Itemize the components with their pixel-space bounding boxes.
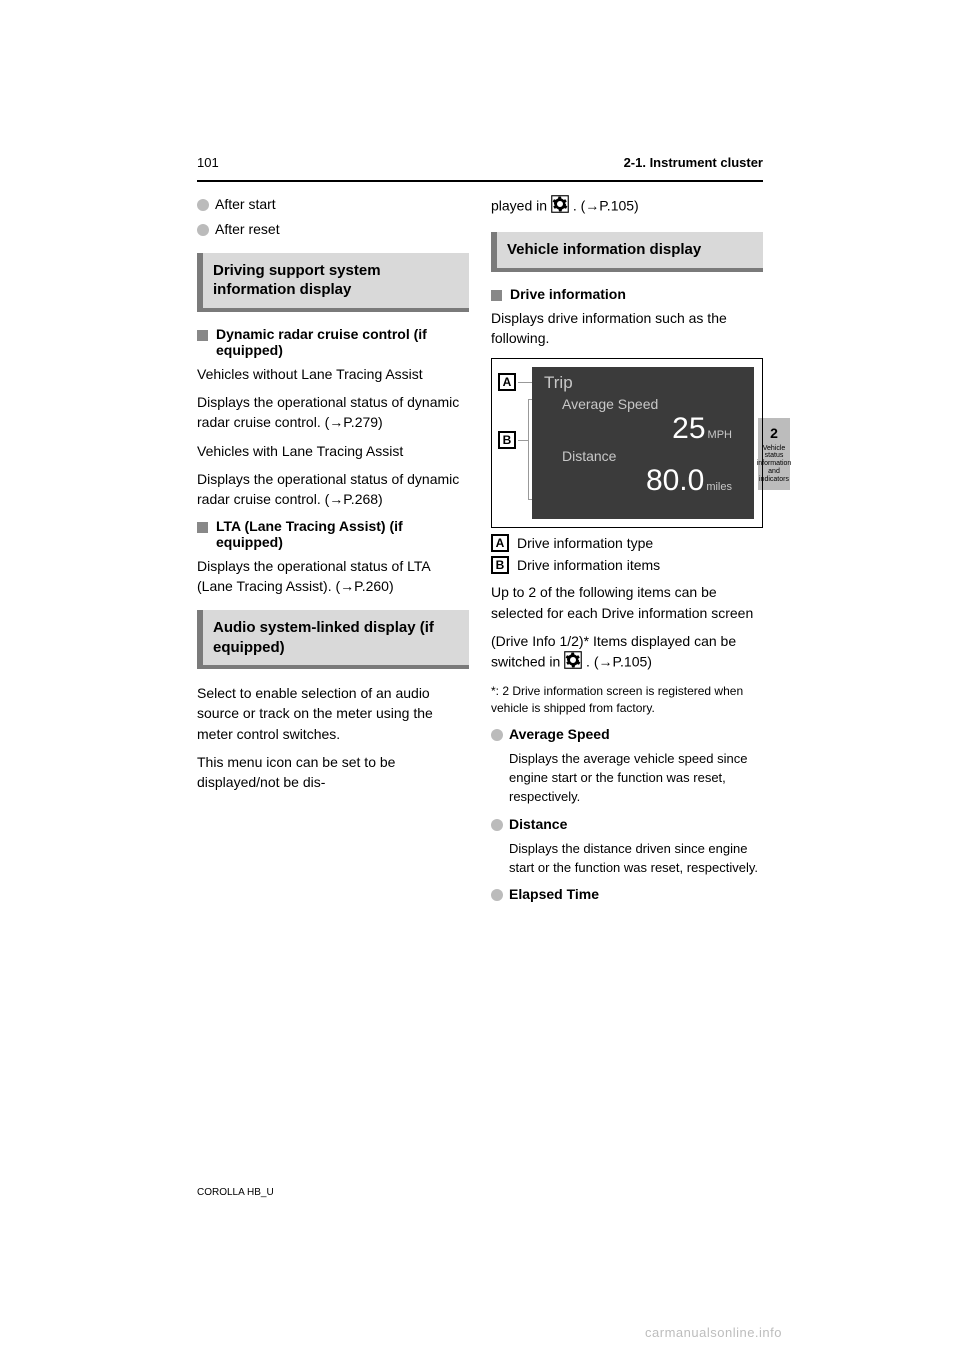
paragraph: Displays the operational status of LTA (… [197, 556, 469, 597]
legend-row: A Drive information type [491, 534, 763, 552]
leader-line [518, 440, 528, 441]
paragraph: Vehicles with Lane Tracing Assist [197, 441, 469, 461]
paragraph: Displays drive information such as the f… [491, 308, 763, 349]
footer-code: COROLLA HB_U [197, 1187, 274, 1198]
bullet-text: After reset [215, 220, 280, 239]
legend-text: Drive information type [517, 535, 653, 551]
section-heading: Audio system-linked display (if equipped… [197, 610, 469, 669]
square-bullet-icon [197, 330, 208, 341]
paragraph: (Drive Info 1/2)* Items displayed can be… [491, 631, 763, 675]
avg-speed-value: 25 [672, 412, 705, 445]
callout-label-b: B [491, 556, 509, 574]
header-rule [197, 180, 763, 182]
bullet-icon [491, 819, 503, 831]
paragraph: Displays the operational status of dynam… [197, 392, 469, 433]
leader-line [528, 399, 529, 499]
subsection: Drive information [491, 286, 763, 302]
paragraph: Up to 2 of the following items can be se… [491, 582, 763, 623]
legend-text: Drive information items [517, 557, 660, 573]
avg-speed-label: Average Speed [562, 396, 744, 412]
list-item: Elapsed Time [491, 885, 763, 904]
distance-label: Distance [562, 448, 744, 464]
watermark: carmanualsonline.info [645, 1325, 782, 1340]
text-fragment: played in [491, 197, 551, 213]
list-item: After start [197, 195, 469, 214]
paragraph: played in . (→P.105) [491, 195, 763, 218]
callout-label-b: B [498, 431, 516, 449]
right-column: played in . (→P.105) Vehicle information… [491, 195, 763, 910]
text-fragment: (Drive Info 1/2)* [491, 633, 589, 649]
avg-speed-unit: MPH [708, 429, 732, 441]
bullet-icon [491, 889, 503, 901]
legend-row: B Drive information items [491, 556, 763, 574]
avg-speed-value-row: 25MPH [546, 412, 732, 446]
list-item: Distance [491, 815, 763, 834]
section-heading: Vehicle information display [491, 232, 763, 272]
paragraph: Displays the distance driven since engin… [509, 840, 763, 878]
trip-label: Trip [544, 373, 744, 393]
paragraph: Vehicles without Lane Tracing Assist [197, 364, 469, 384]
gear-icon [551, 195, 569, 218]
paragraph: This menu icon can be set to be displaye… [197, 752, 469, 793]
subsection: LTA (Lane Tracing Assist) (if equipped) [197, 518, 469, 550]
trip-display-screen: Trip Average Speed 25MPH Distance 80.0mi… [532, 367, 754, 519]
footnote: *: 2 Drive information screen is registe… [491, 683, 763, 718]
page-number: 101 [197, 155, 219, 170]
bullet-icon [197, 199, 209, 211]
bullet-label: Average Speed [509, 725, 610, 744]
text-fragment: . (→P.105) [573, 197, 639, 213]
bullet-label: Elapsed Time [509, 885, 599, 904]
page-header: 101 2-1. Instrument cluster [197, 155, 763, 174]
list-item: Average Speed [491, 725, 763, 744]
callout-label-a: A [498, 373, 516, 391]
distance-unit: miles [706, 481, 732, 493]
text-fragment: . (→P.105) [586, 654, 652, 670]
section-title: 2-1. Instrument cluster [624, 155, 763, 170]
paragraph: Displays the average vehicle speed since… [509, 750, 763, 807]
bullet-text: After start [215, 195, 276, 214]
subsection-title: Drive information [510, 286, 626, 302]
distance-value-row: 80.0miles [546, 464, 732, 498]
paragraph: Select to enable selection of an audio s… [197, 683, 469, 744]
subsection: Dynamic radar cruise control (if equippe… [197, 326, 469, 358]
square-bullet-icon [197, 522, 208, 533]
square-bullet-icon [491, 290, 502, 301]
paragraph: Displays the operational status of dynam… [197, 469, 469, 510]
subsection-title: Dynamic radar cruise control (if equippe… [216, 326, 469, 358]
distance-value: 80.0 [646, 464, 704, 497]
bullet-icon [197, 224, 209, 236]
chapter-number: 2 [770, 425, 778, 441]
bullet-label: Distance [509, 815, 567, 834]
gear-icon [564, 651, 582, 674]
bullet-icon [491, 729, 503, 741]
list-item: After reset [197, 220, 469, 239]
trip-display-figure: A B Trip Average Speed 25MPH Distance 80… [491, 358, 763, 528]
content-columns: After start After reset Driving support … [197, 195, 763, 910]
callout-label-a: A [491, 534, 509, 552]
left-column: After start After reset Driving support … [197, 195, 469, 910]
subsection-title: LTA (Lane Tracing Assist) (if equipped) [216, 518, 469, 550]
section-heading: Driving support system information displ… [197, 253, 469, 312]
